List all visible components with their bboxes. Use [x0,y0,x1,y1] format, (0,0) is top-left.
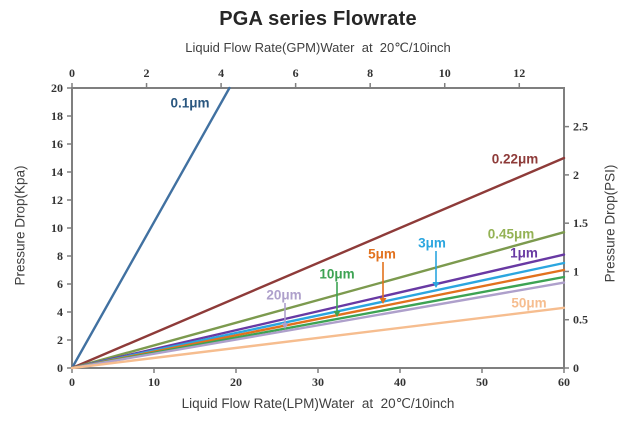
left-tick-label: 4 [57,305,63,319]
series-label-3μm: 3μm [418,235,446,251]
top-tick-label: 8 [367,66,373,80]
left-tick-label: 14 [51,165,63,179]
bottom-tick-label: 20 [230,375,242,389]
top-tick-label: 12 [513,66,525,80]
top-tick-label: 10 [439,66,451,80]
top-tick-label: 2 [144,66,150,80]
series-line-0.1μm [70,86,231,370]
series-label-5μm: 5μm [368,246,396,262]
left-tick-label: 20 [51,81,63,95]
series-label-0.1μm: 0.1μm [170,95,210,111]
series-line-50μm [70,306,566,370]
left-tick-label: 0 [57,361,63,375]
series-label-0.22μm: 0.22μm [491,151,539,167]
bottom-tick-label: 30 [312,375,324,389]
bottom-tick-label: 40 [394,375,406,389]
right-tick-label: 2 [573,168,579,182]
left-tick-label: 8 [57,249,63,263]
left-tick-label: 10 [51,221,63,235]
top-axis-title: Liquid Flow Rate(GPM)Water at 20℃/10inch [185,40,451,55]
right-tick-label: 1 [573,264,579,278]
bottom-axis-title: Liquid Flow Rate(LPM)Water at 20℃/10inch [181,396,455,411]
series-line-20μm [70,281,566,370]
right-tick-label: 2.5 [573,120,588,134]
top-tick-label: 4 [218,66,224,80]
top-tick-label: 6 [293,66,299,80]
series-arrowhead-5μm [379,298,387,304]
series-line-1μm [70,253,566,370]
left-tick-label: 6 [57,277,63,291]
series-label-10μm: 10μm [319,266,355,282]
bottom-tick-label: 10 [148,375,160,389]
left-tick-label: 12 [51,193,63,207]
left-axis-title: Pressure Drop(Kpa) [12,165,28,286]
series-label-1μm: 1μm [510,245,538,261]
series-line-0.45μm [70,230,566,370]
right-tick-label: 1.5 [573,216,588,230]
series-arrowhead-3μm [432,282,440,288]
series-arrowhead-20μm [281,323,289,329]
left-tick-label: 16 [51,137,63,151]
left-tick-label: 18 [51,109,63,123]
right-tick-label: 0.5 [573,313,588,327]
series-label-0.45μm: 0.45μm [487,226,535,242]
bottom-tick-label: 60 [558,375,570,389]
series-arrowhead-10μm [333,311,341,317]
bottom-tick-label: 0 [69,375,75,389]
series-line-0.22μm [70,156,566,370]
chart-title: PGA series Flowrate [219,8,417,30]
left-tick-label: 2 [57,333,63,347]
bottom-tick-label: 50 [476,375,488,389]
top-tick-label: 0 [69,66,75,80]
series-label-50μm: 50μm [511,295,547,311]
series-label-20μm: 20μm [266,287,302,303]
right-axis-title: Pressure Drop(PSI) [602,164,618,283]
right-tick-label: 0 [573,361,579,375]
